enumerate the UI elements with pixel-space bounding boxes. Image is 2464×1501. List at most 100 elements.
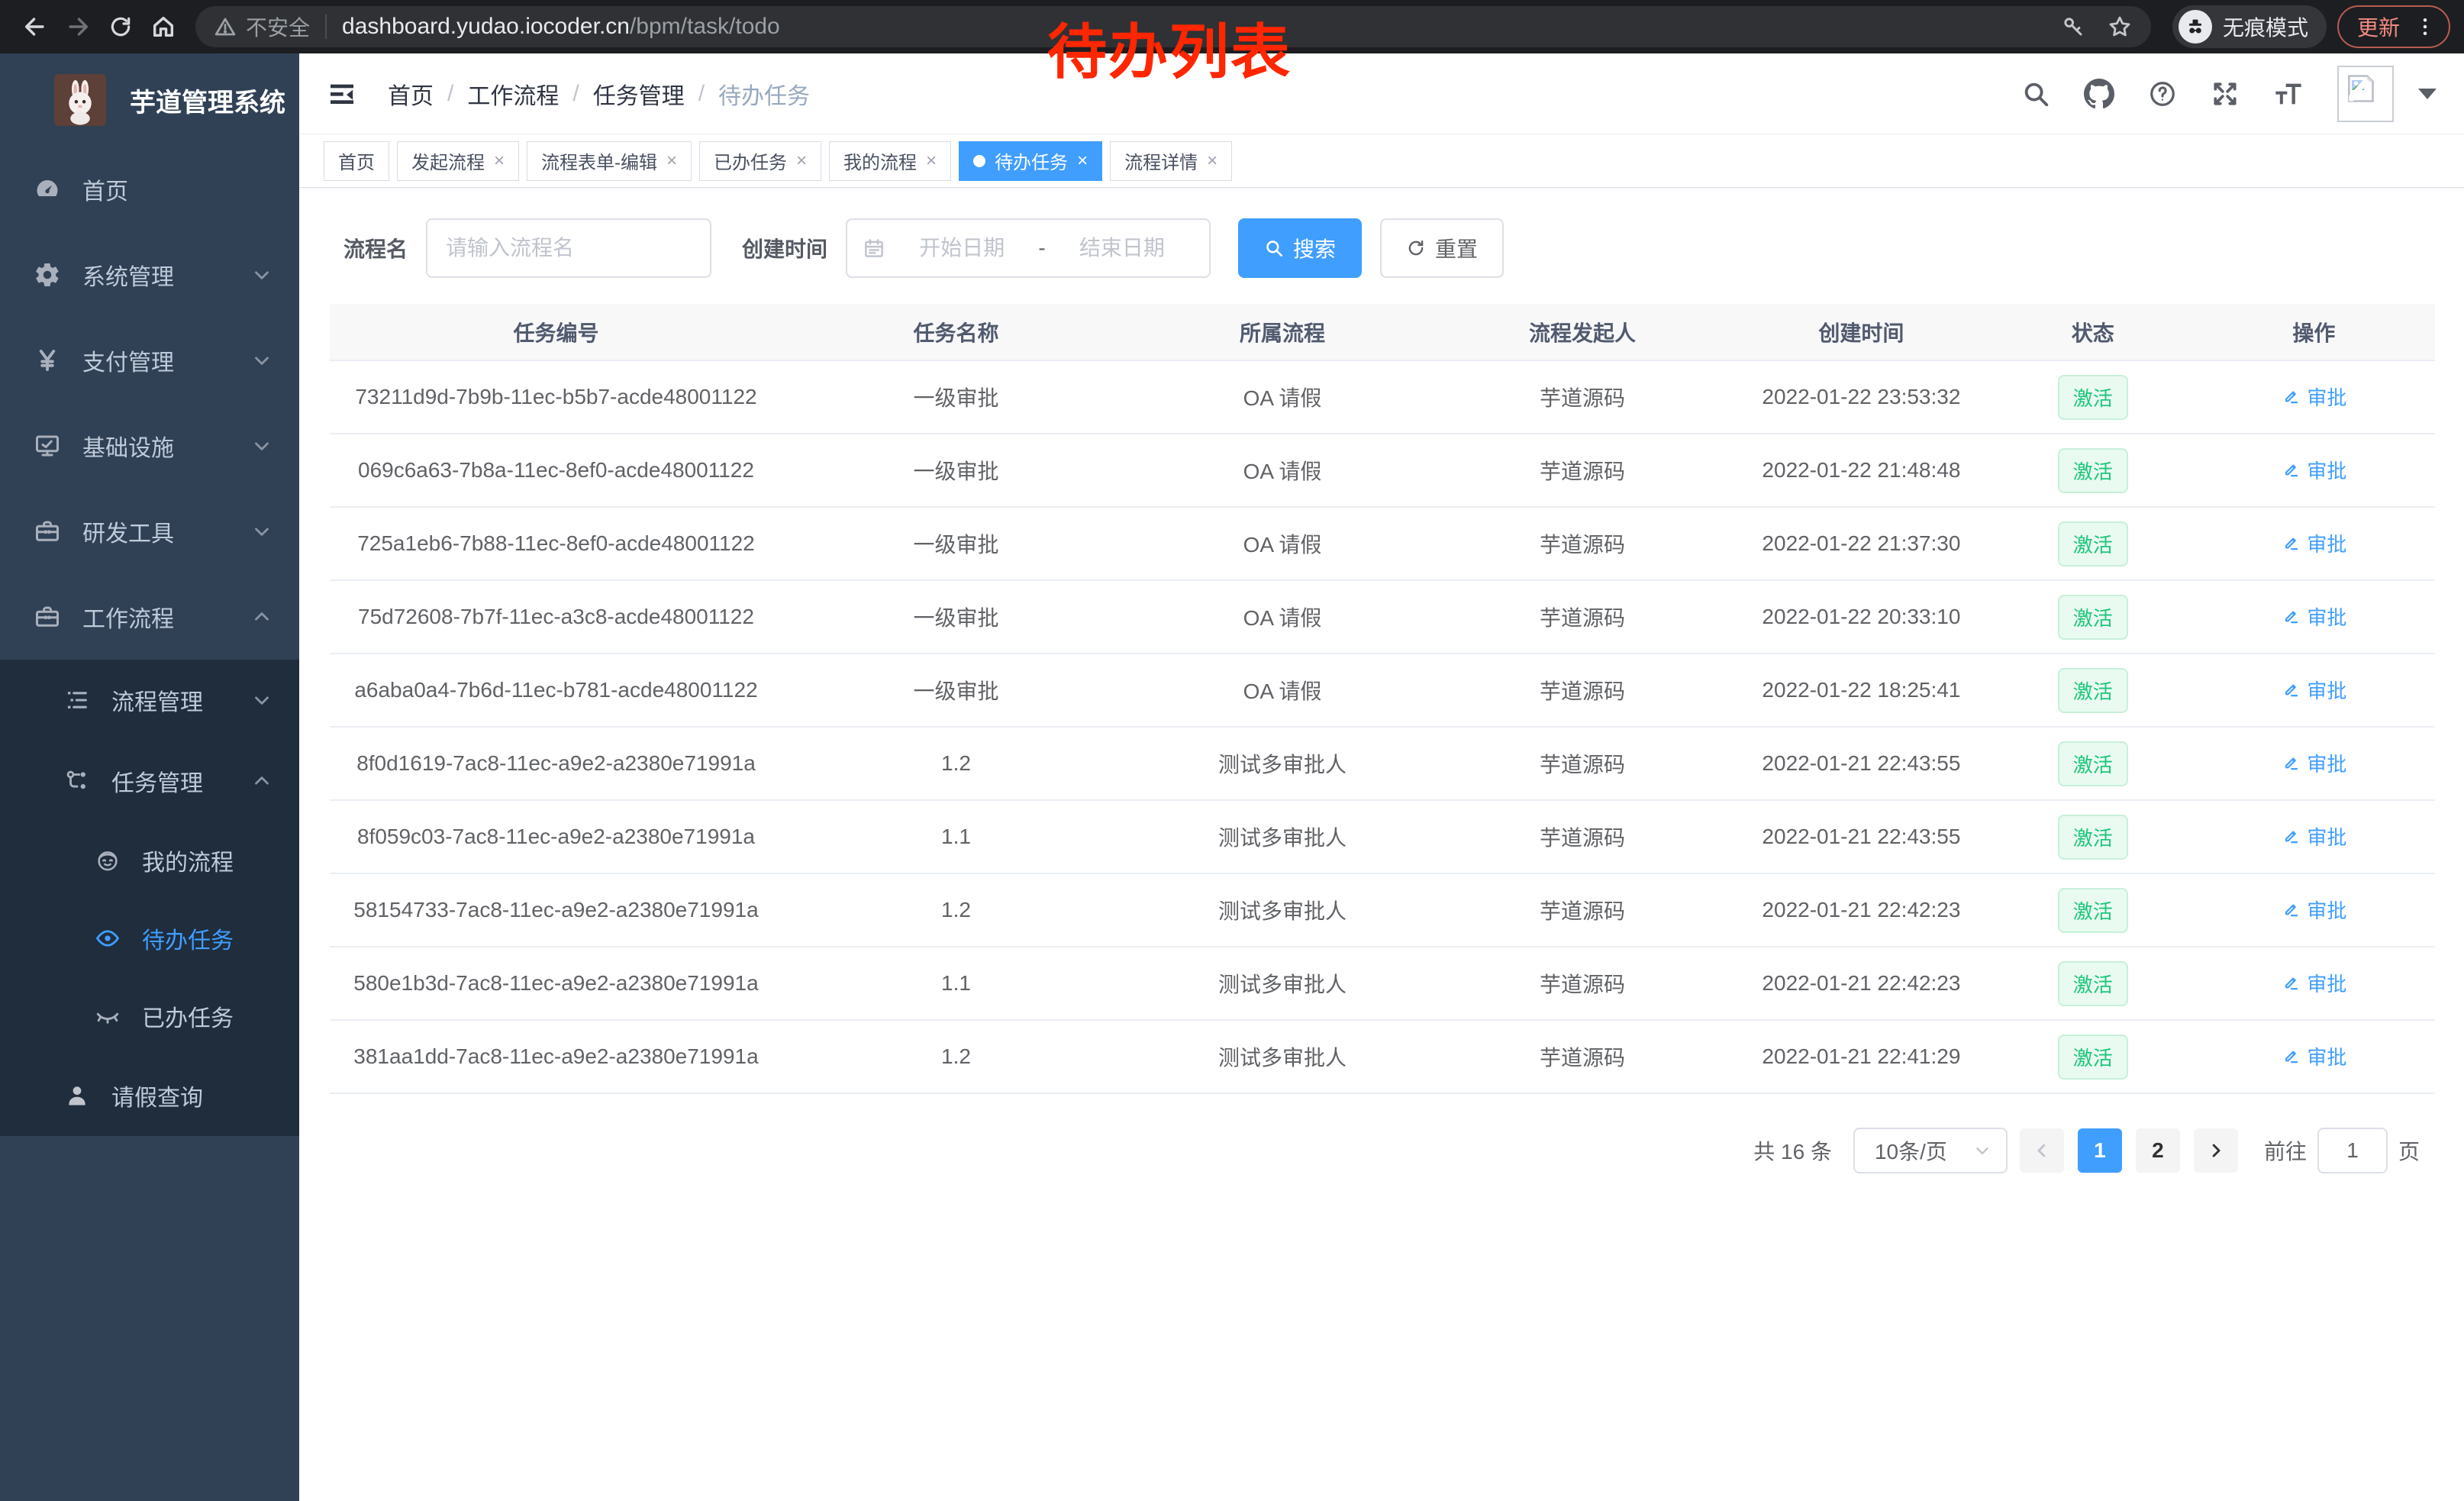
browser-home-button[interactable] [142, 5, 185, 48]
approve-link[interactable]: 审批 [2281, 969, 2346, 997]
approve-link[interactable]: 审批 [2281, 456, 2346, 484]
bookmark-star-icon[interactable] [2107, 14, 2133, 40]
refresh-icon [1406, 238, 1426, 258]
breadcrumb-home[interactable]: 首页 [388, 83, 434, 109]
close-icon[interactable]: × [1077, 150, 1088, 171]
close-icon[interactable]: × [494, 150, 505, 171]
github-icon[interactable] [2084, 79, 2114, 109]
breadcrumb-task-mgmt[interactable]: 任务管理 [592, 83, 685, 109]
approve-link[interactable]: 审批 [2281, 822, 2346, 851]
menu-fold-icon[interactable] [327, 79, 357, 109]
search-button[interactable]: 搜索 [1238, 218, 1363, 278]
close-icon[interactable]: × [926, 150, 937, 171]
address-bar[interactable]: 不安全 dashboard.yudao.iocoder.cn/bpm/task/… [195, 6, 2151, 47]
col-header-initiator: 流程发起人 [1434, 304, 1730, 360]
sidebar-item-system[interactable]: 系统管理 [0, 232, 299, 318]
col-header-status: 状态 [1992, 304, 2193, 360]
sidebar-item-devtools[interactable]: 研发工具 [0, 489, 299, 574]
approve-link[interactable]: 审批 [2281, 749, 2346, 777]
sidebar-item-infra[interactable]: 基础设施 [0, 403, 299, 489]
sidebar-item-home[interactable]: 首页 [0, 147, 299, 232]
approve-link[interactable]: 审批 [2281, 676, 2346, 704]
tag-my-process[interactable]: 我的流程 × [829, 140, 952, 181]
site-security-chip[interactable]: 不安全 [214, 11, 310, 42]
password-key-icon[interactable] [2061, 15, 2085, 39]
breadcrumb-separator: / [572, 80, 579, 106]
workflow-submenu: 流程管理 任务管理 我的流程 待办任务 已办 [0, 660, 299, 1136]
browser-menu-icon[interactable] [2414, 15, 2437, 38]
update-label: 更新 [2356, 16, 2400, 40]
date-range-picker[interactable]: - [846, 218, 1211, 278]
approve-link[interactable]: 审批 [2281, 896, 2346, 924]
pen-icon [2281, 753, 2301, 773]
page-size-select[interactable]: 10条/页 [1853, 1128, 2008, 1173]
reset-button[interactable]: 重置 [1380, 218, 1505, 278]
status-badge: 激活 [2057, 960, 2128, 1006]
toolbox-icon [34, 518, 61, 545]
app-logo[interactable]: 芋道管理系统 [0, 53, 299, 147]
status-badge: 激活 [2057, 594, 2128, 640]
page-button-2[interactable]: 2 [2135, 1128, 2180, 1173]
approve-link[interactable]: 审批 [2281, 1042, 2346, 1070]
end-date-input[interactable] [1050, 236, 1195, 260]
browser-forward-button[interactable] [56, 5, 99, 48]
tag-process-detail[interactable]: 流程详情 × [1110, 140, 1233, 181]
goto-page-input[interactable] [2317, 1128, 2388, 1173]
close-icon[interactable]: × [1207, 150, 1218, 171]
chevron-up-icon [250, 770, 273, 792]
start-date-input[interactable] [890, 236, 1034, 260]
search-icon[interactable] [2021, 79, 2050, 108]
sidebar-item-workflow[interactable]: 工作流程 [0, 574, 299, 660]
table-row: 069c6a63-7b8a-11ec-8ef0-acde48001122 一级审… [330, 434, 2435, 508]
pen-icon [2281, 973, 2301, 993]
table-row: 8f059c03-7ac8-11ec-a9e2-a2380e71991a 1.1… [330, 800, 2435, 874]
approve-link[interactable]: 审批 [2281, 529, 2346, 557]
sidebar-item-task-mgmt[interactable]: 任务管理 [0, 741, 299, 822]
chevron-left-icon [2031, 1140, 2053, 1161]
tag-todo-tasks[interactable]: 待办任务 × [959, 140, 1103, 181]
table-row: 381aa1dd-7ac8-11ec-a9e2-a2380e71991a 1.2… [330, 1020, 2435, 1094]
pen-icon [2281, 679, 2301, 699]
next-page-button[interactable] [2193, 1128, 2238, 1173]
robot-face-icon [95, 847, 121, 873]
sidebar-item-process-mgmt[interactable]: 流程管理 [0, 660, 299, 741]
broken-image-icon [2343, 72, 2377, 105]
table-row: 58154733-7ac8-11ec-a9e2-a2380e71991a 1.2… [330, 873, 2435, 947]
red-annotation-text: 待办列表 [1047, 18, 1292, 86]
browser-update-button[interactable]: 更新 [2337, 5, 2450, 48]
page-header: 首页 / 工作流程 / 任务管理 / 待办任务 [299, 53, 2464, 134]
calendar-icon [863, 237, 885, 260]
sidebar-item-payment[interactable]: 支付管理 [0, 318, 299, 403]
browser-back-button[interactable] [14, 5, 56, 48]
tag-process-form-edit[interactable]: 流程表单-编辑 × [527, 140, 692, 181]
pen-icon [2281, 899, 2301, 919]
breadcrumb-separator: / [698, 80, 705, 106]
page-button-1[interactable]: 1 [2077, 1128, 2122, 1173]
dashboard-icon [34, 176, 61, 203]
tag-start-process[interactable]: 发起流程 × [397, 140, 520, 181]
help-icon[interactable] [2148, 79, 2177, 108]
total-count: 共 16 条 [1753, 1140, 1832, 1164]
pen-icon [2281, 1046, 2301, 1066]
close-icon[interactable]: × [796, 150, 808, 171]
process-name-input[interactable] [426, 218, 712, 278]
avatar-caret-icon[interactable] [2418, 88, 2437, 99]
incognito-badge: 无痕模式 [2172, 5, 2327, 48]
approve-link[interactable]: 审批 [2281, 383, 2346, 411]
tag-home[interactable]: 首页 [324, 140, 389, 181]
status-badge: 激活 [2057, 741, 2128, 786]
fullscreen-icon[interactable] [2211, 79, 2240, 108]
url-path: /bpm/task/todo [629, 14, 780, 39]
tag-done-tasks[interactable]: 已办任务 × [699, 140, 822, 181]
close-icon[interactable]: × [666, 150, 678, 171]
browser-reload-button[interactable] [99, 5, 142, 48]
sidebar-item-done-tasks[interactable]: 已办任务 [0, 977, 299, 1055]
approve-link[interactable]: 审批 [2281, 602, 2346, 631]
sidebar-item-my-process[interactable]: 我的流程 [0, 822, 299, 899]
font-size-icon[interactable] [2273, 79, 2304, 109]
sidebar-item-todo-tasks[interactable]: 待办任务 [0, 899, 299, 977]
sidebar-item-leave-query[interactable]: 请假查询 [0, 1055, 299, 1136]
breadcrumb-workflow[interactable]: 工作流程 [467, 83, 560, 109]
avatar[interactable] [2337, 65, 2394, 122]
prev-page-button[interactable] [2019, 1128, 2064, 1173]
